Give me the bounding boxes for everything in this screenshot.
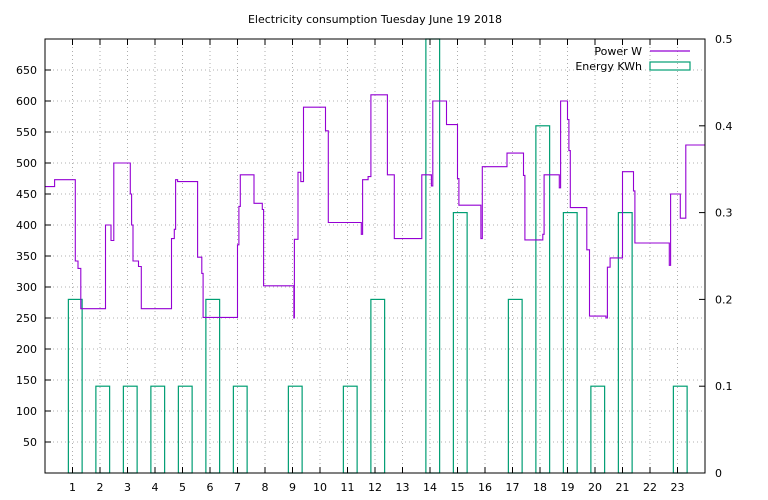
- x-tick-label: 9: [289, 481, 296, 494]
- y2-tick-label: 0.1: [715, 380, 733, 393]
- y-tick-label: 400: [16, 219, 37, 232]
- x-tick-label: 23: [671, 481, 685, 494]
- x-tick-label: 2: [97, 481, 104, 494]
- x-tick-label: 14: [423, 481, 437, 494]
- energy-bar: [370, 298, 386, 474]
- y-tick-label: 250: [16, 312, 37, 325]
- x-tick-label: 5: [179, 481, 186, 494]
- legend-swatch-energy: [649, 61, 691, 71]
- energy-bar: [122, 385, 138, 474]
- chart-title: Electricity consumption Tuesday June 19 …: [248, 13, 502, 26]
- y2-tick-label: 0.4: [715, 120, 733, 133]
- x-tick-label: 17: [506, 481, 520, 494]
- x-tick-label: 6: [207, 481, 214, 494]
- energy-bar: [562, 212, 578, 474]
- x-tick-label: 11: [341, 481, 355, 494]
- power-line: [45, 94, 705, 319]
- energy-bar: [205, 298, 221, 474]
- x-tick-label: 19: [561, 481, 575, 494]
- y-tick-label: 200: [16, 343, 37, 356]
- energy-bar: [232, 385, 248, 474]
- energy-bar: [67, 298, 83, 474]
- energy-bar: [672, 385, 688, 474]
- x-tick-label: 20: [588, 481, 602, 494]
- energy-bar: [535, 125, 551, 474]
- x-tick-label: 13: [396, 481, 410, 494]
- x-tick-label: 4: [152, 481, 159, 494]
- y-tick-label: 300: [16, 281, 37, 294]
- x-tick-label: 16: [478, 481, 492, 494]
- y-tick-label: 450: [16, 188, 37, 201]
- x-tick-label: 7: [234, 481, 241, 494]
- x-tick-label: 15: [451, 481, 465, 494]
- x-tick-label: 22: [643, 481, 657, 494]
- grid: [45, 39, 705, 473]
- x-tick-label: 10: [313, 481, 327, 494]
- y2-tick-label: 0.5: [715, 33, 733, 46]
- x-tick-label: 8: [262, 481, 269, 494]
- energy-bar: [590, 385, 606, 474]
- axis-ticks: 1 2 3 4 5 6 7 8 9 10 11 12 13 14 15 16 17 18 19 20 21 22 23501…: [16, 33, 733, 494]
- legend-label: Power W: [594, 45, 642, 58]
- y-tick-label: 600: [16, 95, 37, 108]
- legend: Power W Energy KWh: [575, 45, 691, 73]
- y-tick-label: 100: [16, 405, 37, 418]
- energy-bar: [617, 212, 633, 474]
- power-line-layer: [45, 94, 705, 319]
- y-tick-label: 150: [16, 374, 37, 387]
- energy-bar: [150, 385, 166, 474]
- energy-bar: [95, 385, 111, 474]
- x-tick-label: 12: [368, 481, 382, 494]
- y-tick-label: 500: [16, 157, 37, 170]
- x-tick-label: 21: [616, 481, 630, 494]
- x-tick-label: 1: [69, 481, 76, 494]
- y2-tick-label: 0.2: [715, 293, 733, 306]
- energy-bar: [177, 385, 193, 474]
- y-tick-label: 350: [16, 250, 37, 263]
- legend-label: Energy KWh: [575, 60, 642, 73]
- y2-tick-label: 0: [715, 467, 722, 480]
- energy-bar: [287, 385, 303, 474]
- y2-tick-label: 0.3: [715, 207, 733, 220]
- energy-bar: [507, 298, 523, 474]
- y-tick-label: 50: [23, 436, 37, 449]
- energy-bar: [342, 385, 358, 474]
- energy-bar: [452, 212, 468, 474]
- y-tick-label: 550: [16, 126, 37, 139]
- y-tick-label: 650: [16, 64, 37, 77]
- x-tick-label: 18: [533, 481, 547, 494]
- x-tick-label: 3: [124, 481, 131, 494]
